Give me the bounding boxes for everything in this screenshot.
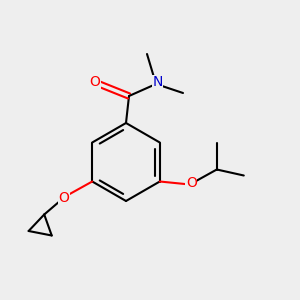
Text: O: O bbox=[58, 191, 69, 205]
Text: O: O bbox=[186, 176, 197, 190]
Text: N: N bbox=[152, 76, 163, 89]
Text: O: O bbox=[89, 76, 100, 89]
